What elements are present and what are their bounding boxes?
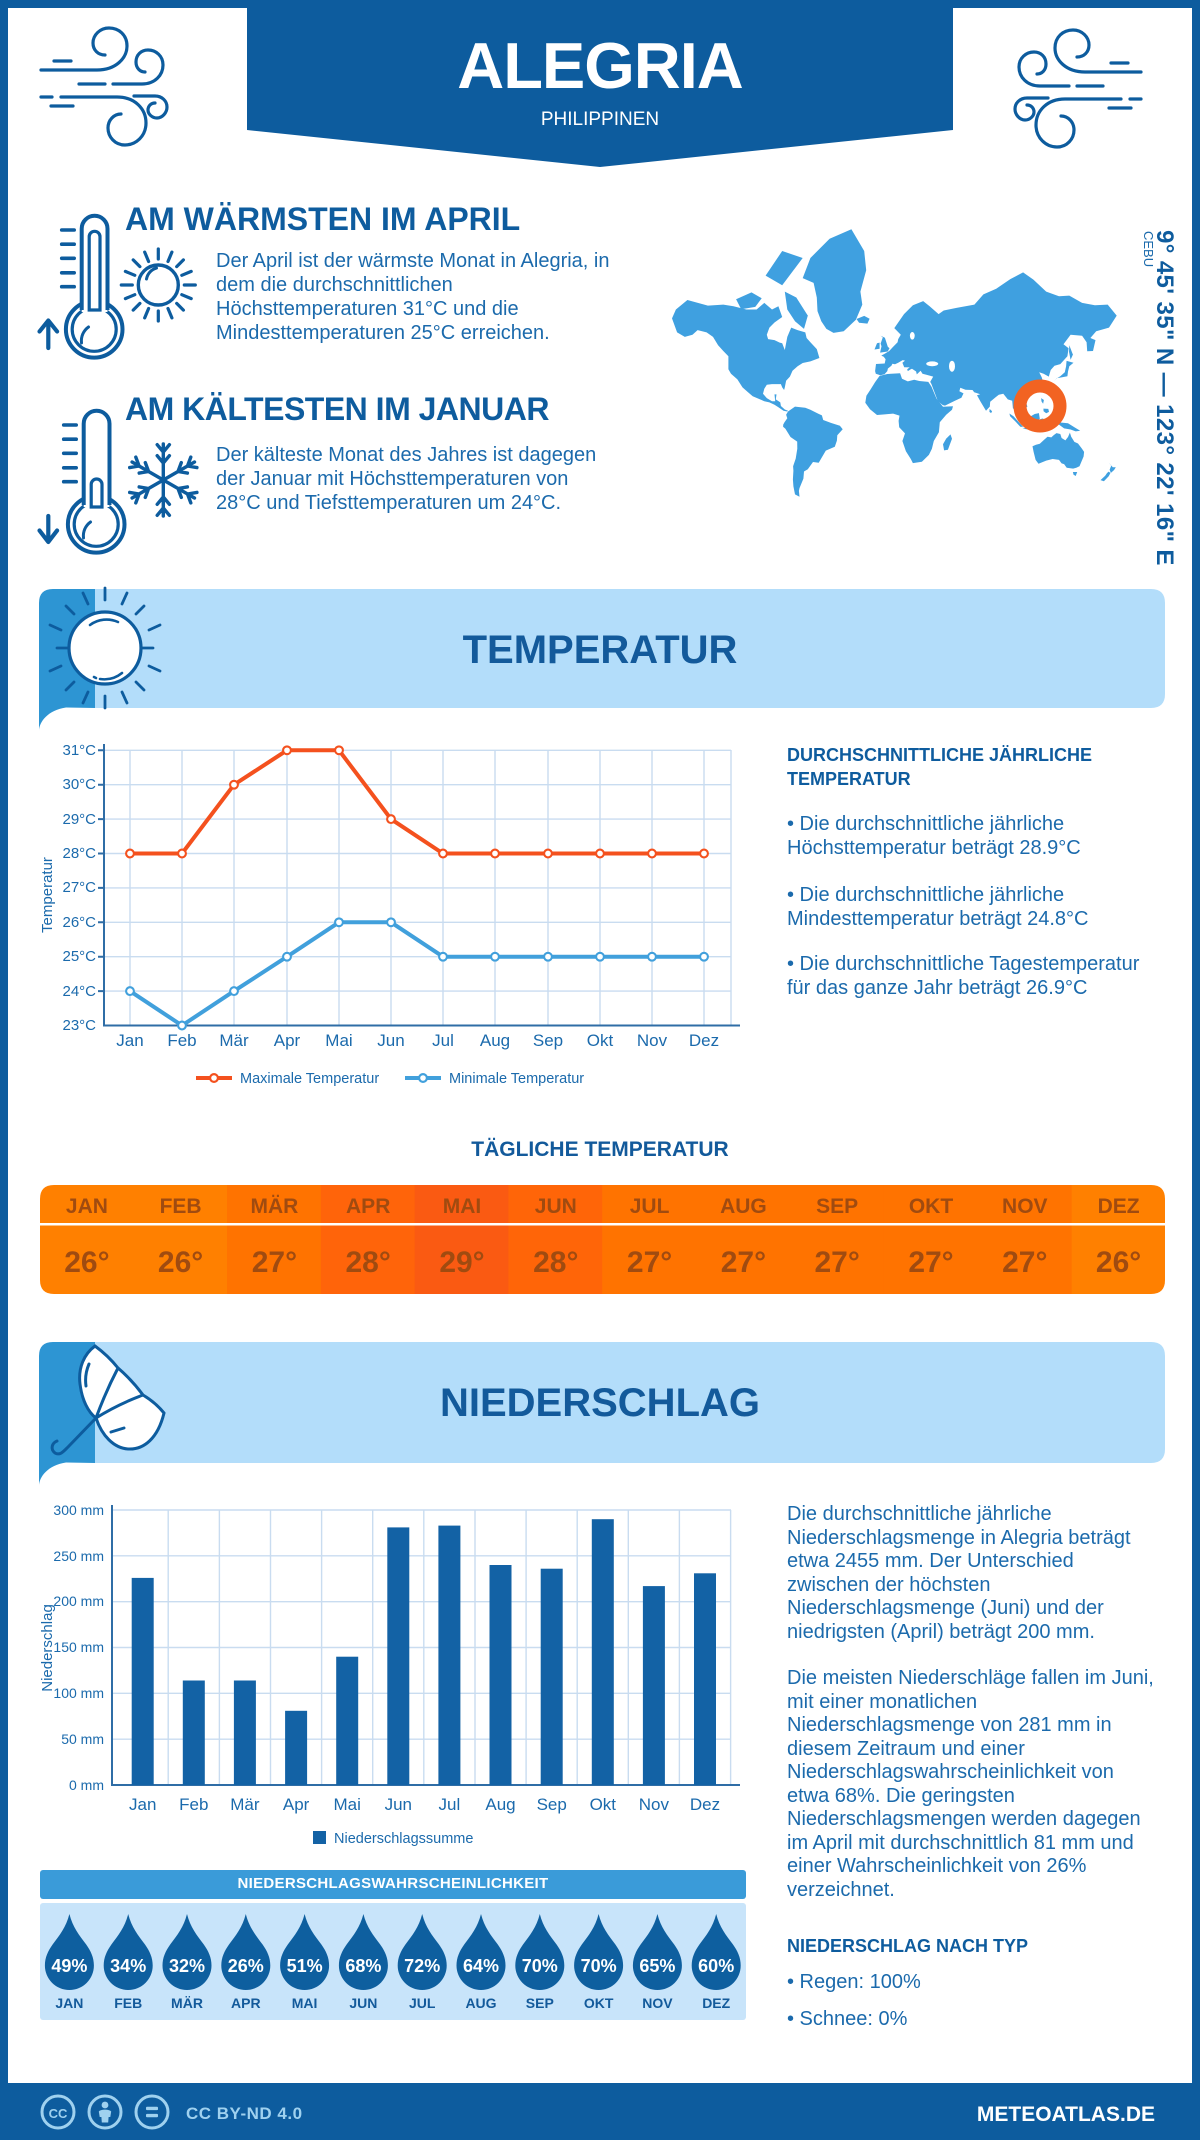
- svg-text:JUN: JUN: [349, 1995, 377, 2011]
- svg-text:APR: APR: [231, 1995, 261, 2011]
- svg-text:Maximale Temperatur: Maximale Temperatur: [240, 1071, 379, 1087]
- svg-text:AUG: AUG: [720, 1195, 767, 1218]
- svg-text:Jul: Jul: [432, 1031, 454, 1050]
- svg-text:Apr: Apr: [283, 1795, 310, 1814]
- svg-text:JUL: JUL: [409, 1995, 436, 2011]
- svg-text:Mai: Mai: [333, 1795, 360, 1814]
- svg-text:SEP: SEP: [526, 1995, 554, 2011]
- svg-text:Okt: Okt: [587, 1031, 614, 1050]
- svg-text:27°: 27°: [1002, 1246, 1047, 1279]
- svg-text:50 mm: 50 mm: [61, 1731, 104, 1747]
- svg-text:Jan: Jan: [116, 1031, 143, 1050]
- svg-text:Mär: Mär: [230, 1795, 260, 1814]
- svg-text:70%: 70%: [522, 1956, 558, 1976]
- svg-text:27°: 27°: [815, 1246, 860, 1279]
- svg-text:Aug: Aug: [480, 1031, 510, 1050]
- svg-text:JAN: JAN: [55, 1995, 83, 2011]
- svg-text:25°C: 25°C: [62, 948, 96, 965]
- svg-text:MÄR: MÄR: [250, 1195, 298, 1218]
- svg-text:26°: 26°: [1096, 1246, 1141, 1279]
- svg-text:31°C: 31°C: [62, 742, 96, 759]
- svg-text:AUG: AUG: [465, 1995, 496, 2011]
- svg-text:Sep: Sep: [537, 1795, 567, 1814]
- svg-text:300 mm: 300 mm: [53, 1502, 104, 1518]
- svg-text:100 mm: 100 mm: [53, 1685, 104, 1701]
- svg-text:28°: 28°: [533, 1246, 578, 1279]
- svg-text:Nov: Nov: [637, 1031, 668, 1050]
- svg-text:250 mm: 250 mm: [53, 1548, 104, 1564]
- svg-text:30°C: 30°C: [62, 776, 96, 793]
- svg-text:Nov: Nov: [639, 1795, 670, 1814]
- svg-text:APR: APR: [346, 1195, 390, 1218]
- svg-text:28°: 28°: [346, 1246, 391, 1279]
- svg-text:24°C: 24°C: [62, 983, 96, 1000]
- svg-text:200 mm: 200 mm: [53, 1593, 104, 1609]
- svg-text:29°C: 29°C: [62, 811, 96, 828]
- svg-text:26°C: 26°C: [62, 914, 96, 931]
- svg-text:DEZ: DEZ: [702, 1995, 730, 2011]
- svg-text:Jan: Jan: [129, 1795, 156, 1814]
- svg-text:28°C: 28°C: [62, 845, 96, 862]
- svg-text:MÄR: MÄR: [171, 1995, 203, 2011]
- svg-text:0 mm: 0 mm: [69, 1777, 104, 1793]
- svg-text:OKT: OKT: [909, 1195, 954, 1218]
- svg-text:Feb: Feb: [179, 1795, 208, 1814]
- svg-text:FEB: FEB: [160, 1195, 202, 1218]
- svg-text:51%: 51%: [287, 1956, 323, 1976]
- svg-text:27°: 27°: [627, 1246, 672, 1279]
- svg-text:32%: 32%: [169, 1956, 205, 1976]
- svg-text:Dez: Dez: [689, 1031, 719, 1050]
- svg-text:SEP: SEP: [816, 1195, 858, 1218]
- svg-text:64%: 64%: [463, 1956, 499, 1976]
- svg-text:Dez: Dez: [690, 1795, 720, 1814]
- svg-text:27°: 27°: [908, 1246, 953, 1279]
- svg-text:JUN: JUN: [535, 1195, 577, 1218]
- svg-text:70%: 70%: [581, 1956, 617, 1976]
- svg-text:Okt: Okt: [590, 1795, 617, 1814]
- svg-text:Temperatur: Temperatur: [39, 857, 56, 933]
- svg-text:Mai: Mai: [325, 1031, 352, 1050]
- svg-text:JAN: JAN: [66, 1195, 108, 1218]
- svg-text:Jun: Jun: [385, 1795, 412, 1814]
- svg-text:NOV: NOV: [1002, 1195, 1048, 1218]
- svg-text:34%: 34%: [110, 1956, 146, 1976]
- svg-text:MAI: MAI: [292, 1995, 318, 2011]
- svg-text:26°: 26°: [64, 1246, 109, 1279]
- svg-text:Jun: Jun: [377, 1031, 404, 1050]
- svg-text:Sep: Sep: [533, 1031, 563, 1050]
- svg-text:27°: 27°: [252, 1246, 297, 1279]
- svg-text:JUL: JUL: [630, 1195, 670, 1218]
- svg-text:72%: 72%: [404, 1956, 440, 1976]
- svg-text:49%: 49%: [51, 1956, 87, 1976]
- svg-text:Jul: Jul: [439, 1795, 461, 1814]
- svg-text:OKT: OKT: [584, 1995, 614, 2011]
- svg-text:Mär: Mär: [219, 1031, 249, 1050]
- svg-text:MAI: MAI: [443, 1195, 482, 1218]
- svg-text:29°: 29°: [439, 1246, 484, 1279]
- svg-text:68%: 68%: [345, 1956, 381, 1976]
- svg-text:CC: CC: [49, 2106, 68, 2121]
- svg-text:26°: 26°: [158, 1246, 203, 1279]
- svg-text:Aug: Aug: [485, 1795, 515, 1814]
- svg-text:Minimale Temperatur: Minimale Temperatur: [449, 1071, 584, 1087]
- svg-text:Niederschlag: Niederschlag: [39, 1604, 56, 1692]
- svg-text:Apr: Apr: [274, 1031, 301, 1050]
- svg-text:26%: 26%: [228, 1956, 264, 1976]
- svg-text:150 mm: 150 mm: [53, 1639, 104, 1655]
- svg-text:Niederschlagssumme: Niederschlagssumme: [334, 1831, 473, 1847]
- svg-text:NOV: NOV: [642, 1995, 673, 2011]
- svg-text:FEB: FEB: [114, 1995, 142, 2011]
- svg-text:60%: 60%: [698, 1956, 734, 1976]
- svg-text:Feb: Feb: [167, 1031, 196, 1050]
- svg-text:DEZ: DEZ: [1098, 1195, 1140, 1218]
- svg-text:65%: 65%: [639, 1956, 675, 1976]
- svg-text:27°: 27°: [721, 1246, 766, 1279]
- svg-text:23°C: 23°C: [62, 1017, 96, 1034]
- svg-text:27°C: 27°C: [62, 879, 96, 896]
